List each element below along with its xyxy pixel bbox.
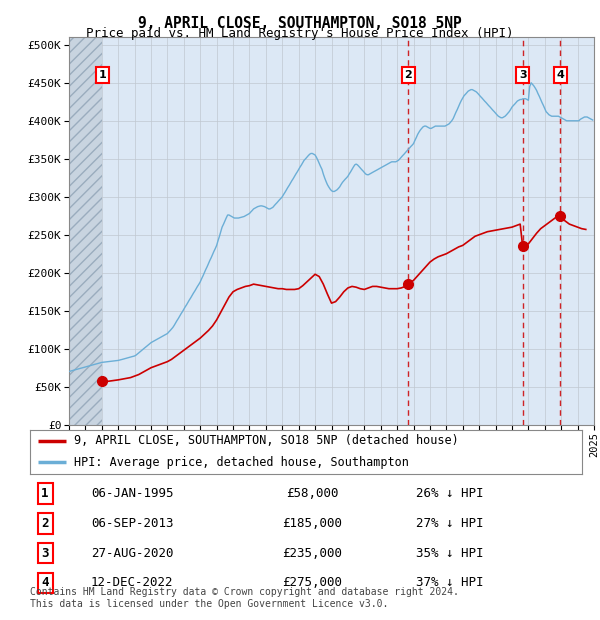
Text: 2: 2 [404,70,412,80]
Text: 37% ↓ HPI: 37% ↓ HPI [416,577,484,589]
Text: £185,000: £185,000 [282,517,342,529]
Text: 4: 4 [556,70,565,80]
Bar [69,37,102,425]
Text: 3: 3 [519,70,526,80]
Text: 4: 4 [41,577,49,589]
Text: £235,000: £235,000 [282,547,342,559]
Text: 12-DEC-2022: 12-DEC-2022 [91,577,173,589]
Text: 35% ↓ HPI: 35% ↓ HPI [416,547,484,559]
Text: 27% ↓ HPI: 27% ↓ HPI [416,517,484,529]
Text: 06-SEP-2013: 06-SEP-2013 [91,517,173,529]
Text: 26% ↓ HPI: 26% ↓ HPI [416,487,484,500]
Text: £275,000: £275,000 [282,577,342,589]
Text: 06-JAN-1995: 06-JAN-1995 [91,487,173,500]
Text: 9, APRIL CLOSE, SOUTHAMPTON, SO18 5NP: 9, APRIL CLOSE, SOUTHAMPTON, SO18 5NP [138,16,462,30]
Text: £58,000: £58,000 [286,487,338,500]
Text: 27-AUG-2020: 27-AUG-2020 [91,547,173,559]
Text: 2: 2 [41,517,49,529]
Text: 1: 1 [41,487,49,500]
Text: 1: 1 [98,70,106,80]
Text: Price paid vs. HM Land Registry's House Price Index (HPI): Price paid vs. HM Land Registry's House … [86,27,514,40]
Text: 9, APRIL CLOSE, SOUTHAMPTON, SO18 5NP (detached house): 9, APRIL CLOSE, SOUTHAMPTON, SO18 5NP (d… [74,435,459,447]
Text: Contains HM Land Registry data © Crown copyright and database right 2024.
This d: Contains HM Land Registry data © Crown c… [30,587,459,609]
Text: 3: 3 [41,547,49,559]
Text: HPI: Average price, detached house, Southampton: HPI: Average price, detached house, Sout… [74,456,409,469]
